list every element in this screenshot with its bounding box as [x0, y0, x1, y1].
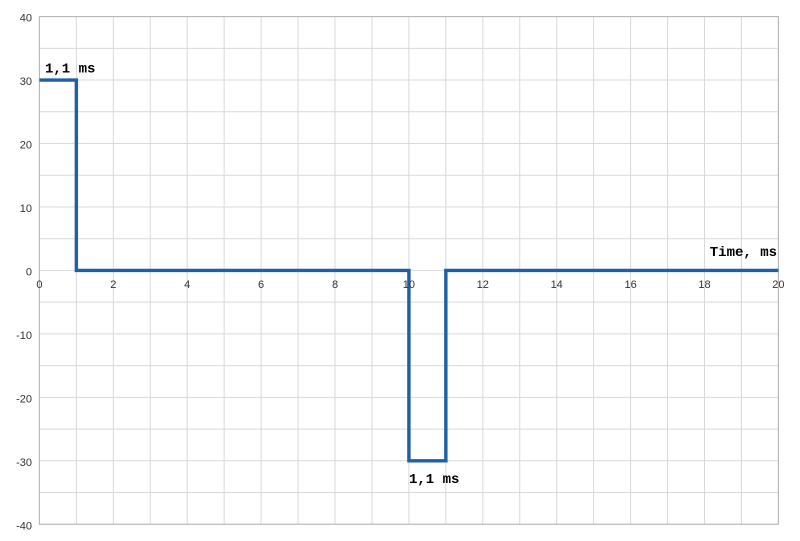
svg-text:0: 0 — [26, 266, 32, 278]
svg-text:-20: -20 — [16, 393, 32, 405]
svg-text:12: 12 — [477, 279, 489, 291]
svg-text:16: 16 — [624, 279, 636, 291]
svg-text:4: 4 — [184, 279, 190, 291]
svg-text:14: 14 — [551, 279, 563, 291]
svg-text:30: 30 — [20, 76, 32, 88]
svg-text:1,1 ms: 1,1 ms — [409, 472, 459, 488]
svg-text:-40: -40 — [16, 520, 32, 532]
svg-text:-30: -30 — [16, 457, 32, 469]
svg-text:18: 18 — [698, 279, 710, 291]
svg-text:20: 20 — [20, 140, 32, 152]
svg-text:20: 20 — [772, 279, 784, 291]
svg-text:10: 10 — [20, 203, 32, 215]
svg-text:1,1 ms: 1,1 ms — [45, 62, 95, 78]
svg-text:8: 8 — [332, 279, 338, 291]
svg-text:10: 10 — [403, 279, 415, 291]
svg-text:-10: -10 — [16, 330, 32, 342]
svg-text:40: 40 — [20, 13, 32, 25]
svg-text:0: 0 — [36, 279, 42, 291]
svg-text:2: 2 — [110, 279, 116, 291]
svg-text:6: 6 — [258, 279, 264, 291]
svg-text:Time, ms: Time, ms — [710, 245, 777, 261]
